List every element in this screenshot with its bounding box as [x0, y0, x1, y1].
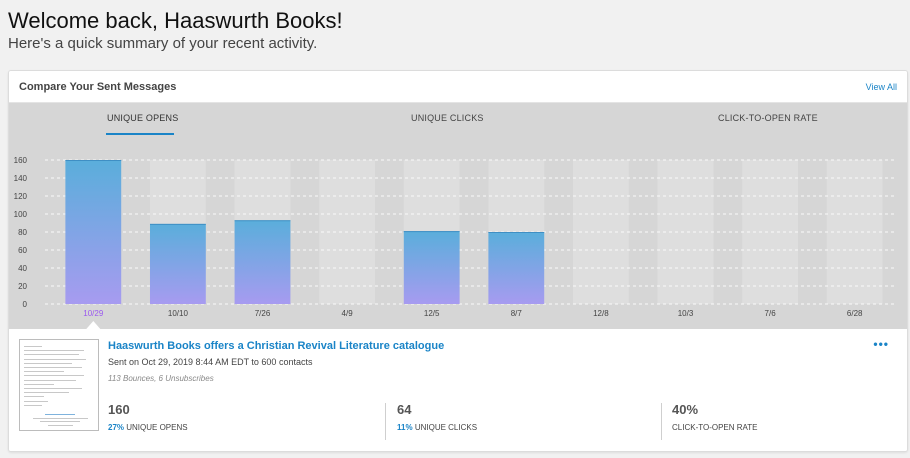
message-title-link[interactable]: Haaswurth Books offers a Christian Reviv… — [108, 340, 445, 352]
x-tick-label: 4/9 — [342, 309, 354, 318]
email-thumbnail[interactable] — [19, 339, 99, 431]
tab-click-to-open-rate[interactable]: CLICK-TO-OPEN RATE — [718, 113, 818, 123]
more-options-button[interactable]: ••• — [873, 337, 889, 351]
x-tick-label: 10/29 — [83, 309, 104, 318]
active-tab-underline — [106, 133, 174, 135]
bar-10/10[interactable] — [149, 223, 206, 304]
thumbnail-footer-line — [32, 417, 88, 419]
message-sent-info: Sent on Oct 29, 2019 8:44 AM EDT to 600 … — [108, 357, 313, 367]
thumbnail-text-line — [24, 354, 79, 356]
card-title: Compare Your Sent Messages — [19, 81, 177, 93]
thumbnail-text-line — [24, 396, 44, 398]
stat-value: 40% — [672, 402, 699, 417]
thumbnail-text-line — [24, 392, 69, 394]
thumbnail-footer-line — [40, 421, 80, 422]
y-tick-label: 120 — [14, 192, 28, 201]
x-tick-label: 12/5 — [424, 309, 440, 318]
card-header: Compare Your Sent Messages View All — [9, 71, 907, 103]
message-bounces: 113 Bounces, 6 Unsubscribes — [108, 374, 214, 383]
bar-7/26[interactable] — [234, 220, 291, 304]
y-tick-label: 80 — [18, 228, 27, 237]
stat-label-row: 27% UNIQUE OPENS — [108, 423, 188, 432]
bar-slot — [657, 160, 714, 304]
bar-12/5[interactable] — [403, 231, 460, 304]
stat-click-to-open-rate: 40% CLICK-TO-OPEN RATE — [672, 402, 758, 442]
tab-unique-clicks[interactable]: UNIQUE CLICKS — [411, 113, 484, 123]
thumbnail-text-line — [24, 367, 82, 368]
tab-unique-opens[interactable]: UNIQUE OPENS — [107, 113, 179, 123]
x-tick-label: 7/6 — [765, 309, 777, 318]
x-tick-label: 10/3 — [678, 309, 694, 318]
x-tick-label: 12/8 — [593, 309, 609, 318]
bar-slot — [742, 160, 799, 304]
view-all-link[interactable]: View All — [865, 82, 897, 92]
x-tick-label: 10/10 — [168, 309, 189, 318]
bar-10/29[interactable] — [65, 160, 122, 304]
stat-label-row: CLICK-TO-OPEN RATE — [672, 423, 758, 432]
thumbnail-text-line — [24, 383, 54, 385]
thumbnail-text-line — [24, 379, 76, 381]
selected-pointer — [86, 321, 101, 329]
thumbnail-text-line — [24, 358, 86, 360]
thumbnail-footer-line — [47, 424, 73, 426]
stat-value: 160 — [108, 402, 130, 417]
y-tick-label: 60 — [18, 246, 27, 255]
y-tick-label: 0 — [23, 300, 28, 309]
x-tick-label: 8/7 — [511, 309, 523, 318]
thumbnail-text-line — [24, 362, 72, 364]
stat-label-row: 11% UNIQUE CLICKS — [397, 423, 477, 432]
thumbnail-text-line — [24, 400, 48, 402]
y-tick-label: 140 — [14, 174, 28, 183]
y-tick-label: 160 — [14, 156, 28, 165]
thumbnail-footer-line — [45, 414, 75, 415]
bar-8/7[interactable] — [488, 232, 545, 304]
stat-value: 64 — [397, 402, 412, 417]
thumbnail-text-line — [24, 375, 84, 377]
stat-unique-clicks: 64 11% UNIQUE CLICKS — [397, 402, 477, 442]
thumbnail-text-line — [24, 371, 64, 373]
greeting-title: Welcome back, Haaswurth Books! — [8, 8, 343, 33]
stat-percent: 27% — [108, 423, 125, 432]
thumbnail-text-line — [24, 346, 42, 347]
compare-messages-card: Compare Your Sent Messages View All UNIQ… — [8, 70, 908, 452]
thumbnail-text-line — [24, 404, 42, 406]
opens-bar-chart: 0 20 40 60 80 100 120 140 160 10/29 10/10 7/26 4/9 1… — [14, 156, 897, 329]
chart-area: UNIQUE OPENS UNIQUE CLICKS CLICK-TO-OPEN… — [9, 103, 907, 329]
y-tick-label: 40 — [18, 264, 27, 273]
bar-slot — [572, 160, 629, 304]
thumbnail-text-line — [24, 388, 82, 389]
x-tick-label: 7/26 — [255, 309, 271, 318]
greeting-subtitle: Here's a quick summary of your recent ac… — [8, 35, 318, 52]
stat-divider — [385, 403, 386, 440]
y-tick-label: 100 — [14, 210, 28, 219]
stat-percent: 11% — [397, 423, 413, 432]
stat-label: UNIQUE CLICKS — [414, 423, 478, 432]
y-tick-label: 20 — [18, 282, 27, 291]
stat-label: UNIQUE OPENS — [126, 423, 188, 432]
stat-unique-opens: 160 27% UNIQUE OPENS — [108, 402, 188, 442]
stat-label: CLICK-TO-OPEN RATE — [672, 423, 758, 432]
message-detail: Haaswurth Books offers a Christian Reviv… — [9, 329, 907, 451]
x-tick-label: 6/28 — [847, 309, 863, 318]
thumbnail-text-line — [24, 350, 84, 352]
stat-divider — [661, 403, 662, 440]
